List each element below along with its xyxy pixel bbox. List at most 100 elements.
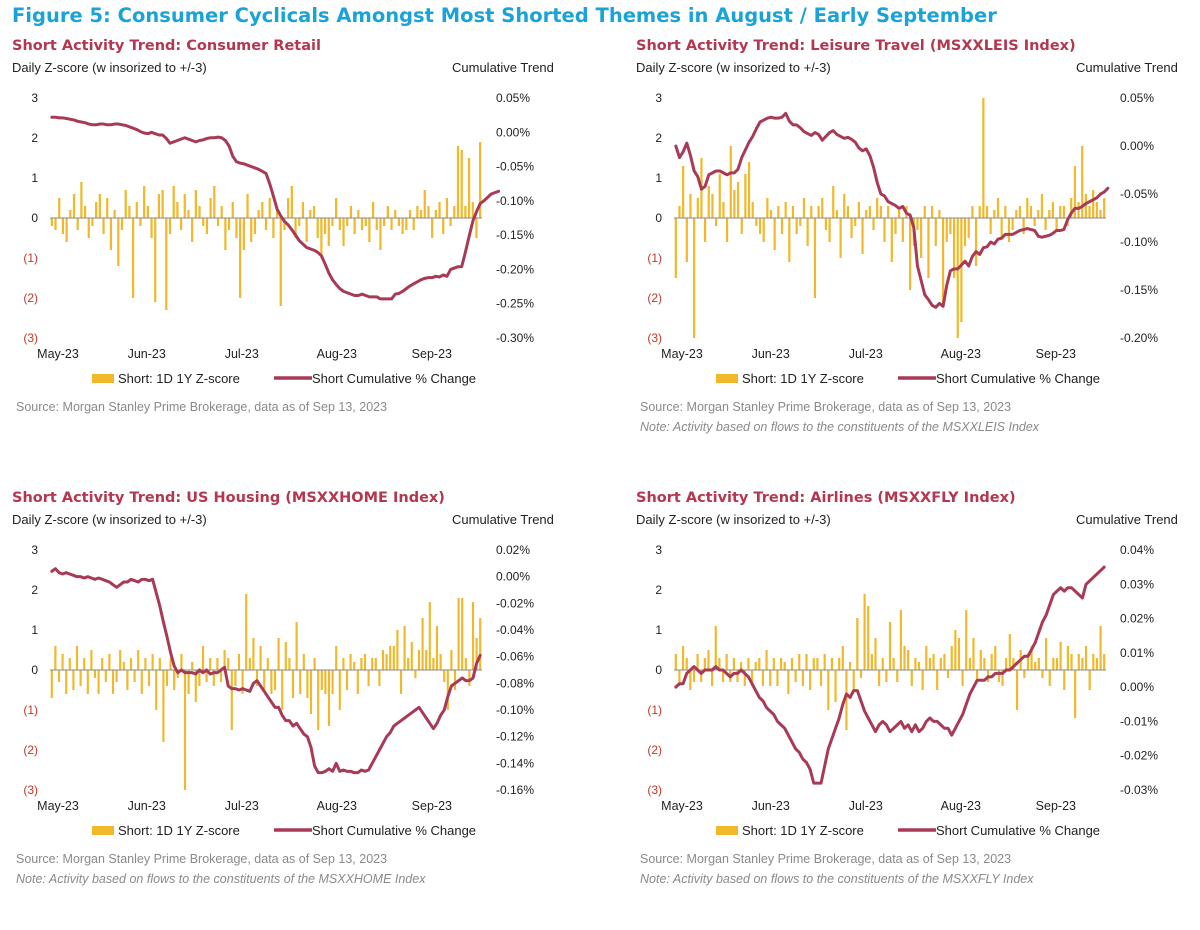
bar (941, 218, 945, 306)
bar (750, 670, 754, 686)
bar (198, 670, 201, 686)
bar (776, 670, 779, 686)
bar (133, 670, 136, 682)
bar (456, 146, 460, 218)
bar (144, 658, 147, 670)
chart-plot: 3 2 1 0 (1) (2) (3) 0.05% 0.00% -0.05% -0.10% -0.15… (647, 91, 1158, 386)
bar (108, 654, 111, 670)
bar (703, 658, 706, 670)
y2-tick-label: -0.04% (496, 623, 534, 637)
y2-tick-label: 0.00% (496, 125, 530, 139)
bar (93, 670, 97, 678)
x-tick-label: Aug-23 (941, 347, 981, 361)
x-tick-label: Jun-23 (128, 799, 166, 813)
bar (1095, 202, 1098, 218)
chart-title: Short Activity Trend: Leisure Travel (MS… (636, 38, 1076, 54)
y-tick-label: 2 (655, 131, 662, 145)
bar (1052, 658, 1055, 670)
bar (305, 218, 308, 242)
bar (725, 654, 728, 670)
bar (161, 190, 164, 218)
bar (288, 658, 291, 670)
bar (349, 206, 353, 218)
index-note: Note: Activity based on flows to the con… (640, 420, 1040, 434)
y-axis-label: Daily Z-score (w insorized to +/-3) (636, 60, 831, 75)
bar (168, 218, 172, 234)
bar (331, 670, 334, 694)
x-tick-label: May-23 (37, 347, 79, 361)
bar (312, 206, 316, 218)
y2-tick-label: -0.01% (1120, 714, 1158, 728)
y-axis-label: Daily Z-score (w insorized to +/-3) (12, 60, 207, 75)
bar (997, 670, 1000, 682)
bar (801, 670, 804, 686)
bar (216, 218, 220, 226)
bar (445, 198, 449, 218)
x-tick-label: Sep-23 (412, 347, 452, 361)
legend-bar-label: Short: 1D 1Y Z-score (742, 823, 864, 838)
bar (733, 190, 736, 218)
bar (234, 670, 237, 686)
bar (1007, 218, 1011, 242)
bar (180, 654, 183, 670)
bar (417, 650, 421, 670)
bar (736, 182, 740, 218)
bar (306, 670, 309, 698)
legend-bar-label: Short: 1D 1Y Z-score (742, 371, 864, 386)
y2-tick-label: -0.10% (496, 194, 534, 208)
bar (1029, 206, 1033, 218)
bar (353, 218, 356, 234)
bar (383, 218, 386, 226)
legend-line-label: Short Cumulative % Change (936, 371, 1100, 386)
bar (54, 218, 57, 230)
bar (907, 650, 910, 670)
bar (692, 670, 696, 682)
bar (91, 218, 94, 226)
bar (151, 654, 154, 670)
bar (230, 670, 233, 730)
bar (371, 658, 374, 670)
bar (890, 218, 893, 262)
y-tick-label: 2 (31, 131, 38, 145)
bar (685, 658, 688, 670)
cumulative-line (674, 111, 1110, 309)
y2-tick-label: 0.00% (496, 570, 530, 584)
bar (899, 610, 902, 670)
bar (115, 670, 118, 682)
x-tick-label: Jul-23 (849, 799, 883, 813)
bar (212, 670, 215, 686)
bar (872, 218, 875, 230)
bar (963, 218, 967, 246)
chart-title: Short Activity Trend: US Housing (MSXXHO… (12, 490, 445, 506)
bar (751, 202, 754, 218)
bar (762, 218, 765, 242)
y2-tick-label: -0.06% (496, 650, 534, 664)
bar (852, 670, 855, 690)
bar (241, 670, 244, 694)
bar (823, 654, 826, 670)
bar (1055, 658, 1059, 670)
bar (921, 670, 924, 690)
bar (423, 190, 426, 218)
y-tick-label: 3 (31, 543, 38, 557)
bar (722, 202, 725, 218)
bar (461, 598, 464, 670)
bar (828, 218, 831, 242)
bar (835, 210, 839, 218)
bar (165, 670, 169, 686)
bar (224, 218, 227, 250)
bar (475, 638, 478, 670)
bar (242, 218, 245, 250)
y2-tick-label: -0.12% (496, 730, 534, 744)
y2-axis-label: Cumulative Trend (452, 512, 554, 527)
bar (798, 654, 801, 670)
bar (468, 670, 471, 686)
bar (57, 670, 61, 682)
bar (1062, 206, 1065, 218)
bar (263, 670, 266, 690)
bar (1026, 198, 1029, 218)
bar (290, 186, 293, 218)
bar (805, 654, 808, 670)
bar (928, 658, 932, 670)
bar (854, 218, 857, 226)
